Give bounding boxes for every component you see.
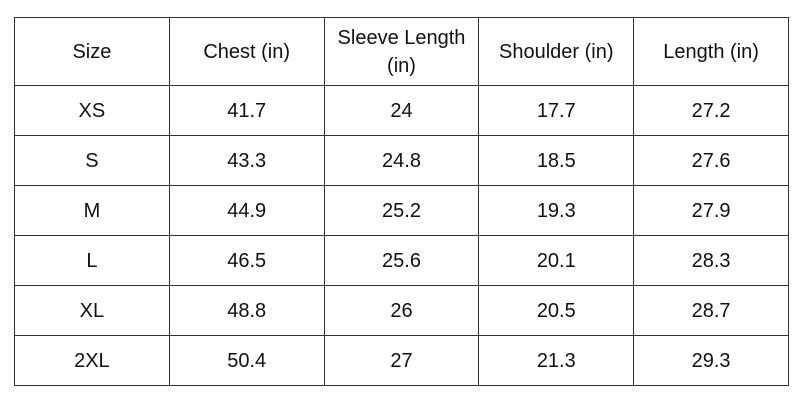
header-cell: Size — [14, 17, 170, 86]
table-cell: XL — [14, 285, 170, 336]
table-cell: 50.4 — [168, 335, 325, 386]
table-row: L 46.5 25.6 20.1 28.3 — [14, 235, 789, 286]
table-cell: 25.2 — [323, 185, 480, 236]
size-table: Size Chest (in) Sleeve Length (in) Shoulder… — [14, 17, 789, 386]
table-cell: 27.2 — [633, 85, 789, 136]
table-cell: 41.7 — [168, 85, 325, 136]
table-cell: 24 — [323, 85, 480, 136]
table-cell: M — [14, 185, 170, 236]
table-row: S 43.3 24.8 18.5 27.6 — [14, 135, 789, 186]
table-body: XS 41.7 24 17.7 27.2 S 43.3 24.8 18.5 27.6 M 44.9 25… — [14, 85, 789, 386]
table-cell: 20.5 — [478, 285, 635, 336]
table-cell: 25.6 — [323, 235, 480, 286]
table-cell: 20.1 — [478, 235, 635, 286]
table-cell: 46.5 — [168, 235, 325, 286]
header-cell: Sleeve Length (in) — [323, 17, 480, 86]
table-cell: 29.3 — [633, 335, 789, 386]
table-cell: 27.6 — [633, 135, 789, 186]
header-cell: Shoulder (in) — [478, 17, 635, 86]
table-cell: 28.7 — [633, 285, 789, 336]
table-row: 2XL 50.4 27 21.3 29.3 — [14, 335, 789, 386]
header-cell: Length (in) — [633, 17, 789, 86]
table-row: XS 41.7 24 17.7 27.2 — [14, 85, 789, 136]
header-row: Size Chest (in) Sleeve Length (in) Shoulder… — [14, 17, 789, 86]
table-cell: 19.3 — [478, 185, 635, 236]
table-row: M 44.9 25.2 19.3 27.9 — [14, 185, 789, 236]
table-cell: S — [14, 135, 170, 186]
table-cell: 48.8 — [168, 285, 325, 336]
table-cell: 18.5 — [478, 135, 635, 186]
table-cell: 2XL — [14, 335, 170, 386]
table-cell: 43.3 — [168, 135, 325, 186]
table-head: Size Chest (in) Sleeve Length (in) Shoulder… — [14, 17, 789, 86]
size-chart: Size Chest (in) Sleeve Length (in) Shoulder… — [14, 17, 789, 386]
table-row: XL 48.8 26 20.5 28.7 — [14, 285, 789, 336]
table-cell: 17.7 — [478, 85, 635, 136]
table-cell: 21.3 — [478, 335, 635, 386]
table-cell: 27 — [323, 335, 480, 386]
table-cell: 44.9 — [168, 185, 325, 236]
table-cell: XS — [14, 85, 170, 136]
header-cell: Chest (in) — [168, 17, 325, 86]
table-cell: 26 — [323, 285, 480, 336]
table-cell: 28.3 — [633, 235, 789, 286]
table-cell: L — [14, 235, 170, 286]
table-cell: 27.9 — [633, 185, 789, 236]
table-cell: 24.8 — [323, 135, 480, 186]
